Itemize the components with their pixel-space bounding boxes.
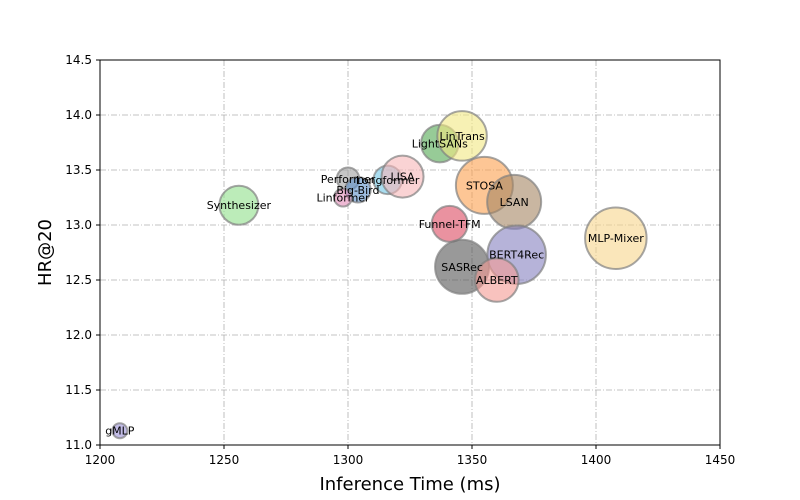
bubble-lintrans [436, 110, 488, 162]
y-tick-label: 11.0 [65, 438, 92, 452]
bubble-label-lightsans: LightSANs [412, 138, 468, 151]
bubble-label-bert4rec: BERT4Rec [489, 249, 544, 262]
y-tick-label: 13.0 [65, 218, 92, 232]
bubble-labels: gMLP Synthesizer PerformerBig-BirdLinforme… [105, 130, 644, 438]
y-tick-label: 12.5 [65, 273, 92, 287]
y-tick-label: 13.5 [65, 163, 92, 177]
y-tick-label: 12.0 [65, 328, 92, 342]
bubble-label-longformer: Longformer [356, 174, 420, 187]
bubble-linformer [333, 187, 354, 208]
bubble-albert [474, 257, 520, 303]
plot-frame [99, 59, 721, 446]
x-tick-label: 1450 [705, 453, 736, 467]
bubble-label-performer: Performer [321, 173, 376, 186]
x-tick-label: 1250 [209, 453, 240, 467]
bubble-label-gmlp: gMLP [105, 425, 135, 438]
x-axis-ticks: 1200 1250 1300 1350 1400 1450 [85, 445, 736, 467]
x-tick-label: 1200 [85, 453, 116, 467]
bubble-label-albert: ALBERT [476, 274, 518, 287]
y-tick-label: 14.0 [65, 108, 92, 122]
bubble-label-sasrec: SASRec [441, 261, 483, 274]
x-tick-label: 1300 [333, 453, 364, 467]
y-tick-label: 11.5 [65, 383, 92, 397]
bubble-label-big-bird: Big-Bird [336, 184, 379, 197]
bubble-lisa [380, 154, 425, 199]
bubble-label-lisa: LISA [391, 171, 416, 184]
bubble-label-linformer: Linformer [316, 192, 370, 205]
bubble-label-stosa: STOSA [466, 179, 504, 192]
x-tick-label: 1350 [457, 453, 488, 467]
bubbles [111, 110, 648, 440]
bubble-label-synthesizer: Synthesizer [207, 199, 272, 212]
bubble-label-funnel-tfm: Funnel-TFM [419, 218, 481, 231]
y-axis-label: HR@20 [35, 219, 56, 286]
bubble-gmlp [111, 422, 129, 440]
x-tick-label: 1400 [581, 453, 612, 467]
y-axis-ticks: 11.0 11.5 12.0 12.5 13.0 13.5 14.0 14.5 [65, 53, 100, 452]
bubble-label-lintrans: LinTrans [439, 130, 484, 143]
y-tick-label: 14.5 [65, 53, 92, 67]
bubble-mlp-mixer [584, 206, 648, 270]
x-axis-label: Inference Time (ms) [319, 474, 500, 495]
bubble-synthesizer [218, 184, 260, 226]
bubble-label-mlp-mixer: MLP-Mixer [588, 232, 644, 245]
bubble-label-lsan: LSAN [500, 196, 529, 209]
